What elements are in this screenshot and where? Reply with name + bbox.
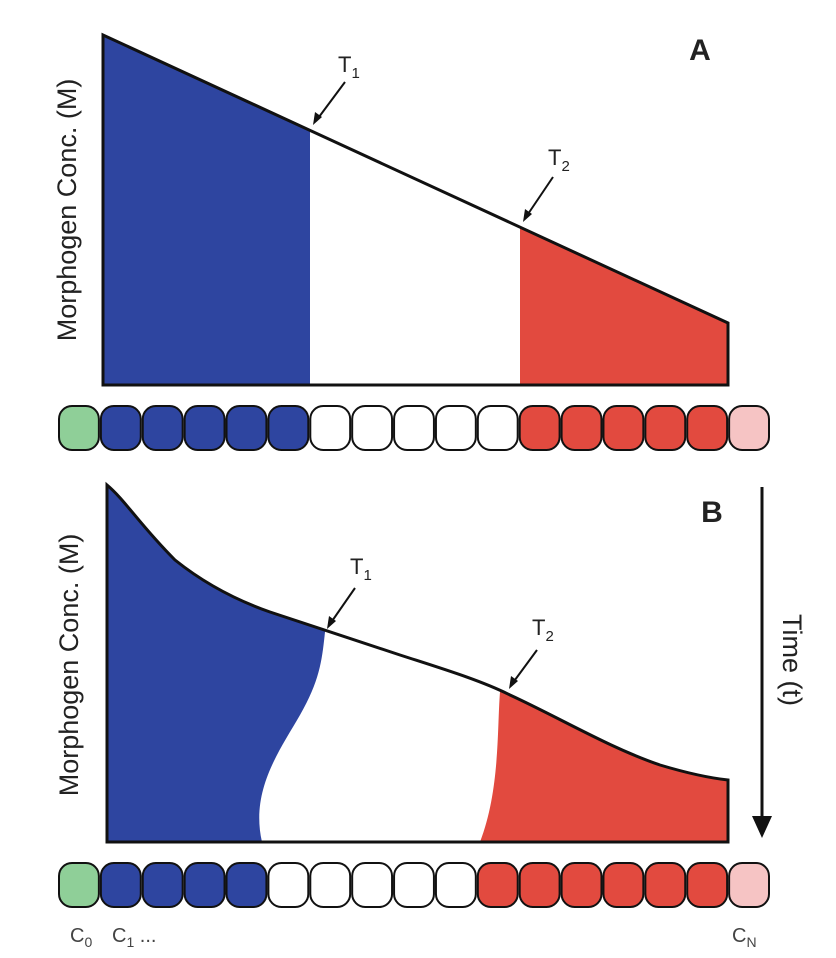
cell [309, 405, 352, 451]
threshold-label: T2 [532, 615, 554, 645]
cell [728, 862, 771, 908]
cell-label: C1 ... [112, 925, 156, 950]
cell [141, 862, 184, 908]
cell [393, 862, 435, 908]
cell [183, 405, 226, 451]
cell-row [58, 405, 771, 451]
cell [309, 862, 352, 908]
cell [518, 405, 561, 451]
cell [644, 862, 687, 908]
arrow [315, 81, 346, 122]
cell [99, 405, 142, 451]
threshold-label: T1 [338, 52, 360, 82]
cell [434, 862, 477, 908]
threshold-label: T1 [350, 554, 372, 584]
arrow [511, 649, 538, 685]
cell [183, 862, 226, 908]
cell [686, 405, 729, 451]
cell [141, 405, 184, 451]
panel-label: A [689, 34, 711, 67]
cell-label: C0 [70, 925, 92, 950]
cell [602, 405, 645, 451]
panel-a: Morphogen Conc. (M) A T1 T2 [52, 32, 730, 387]
cell [728, 405, 771, 451]
cell-row [58, 862, 771, 908]
cell [518, 862, 561, 908]
cell [225, 405, 268, 451]
cell [476, 405, 519, 451]
cell [434, 405, 477, 451]
arrow [329, 587, 356, 625]
cell [644, 405, 687, 451]
cell [58, 405, 100, 451]
arrow [525, 176, 554, 218]
gradient-outline [101, 32, 730, 387]
cell [267, 862, 310, 908]
cell [267, 405, 310, 451]
cell [393, 405, 435, 451]
cell [225, 862, 268, 908]
threshold-label: T2 [548, 145, 570, 175]
blue-region [107, 485, 330, 842]
panel-label: B [701, 496, 723, 529]
cell [99, 862, 142, 908]
cell [58, 862, 100, 908]
cell [560, 862, 603, 908]
cell [351, 862, 394, 908]
y-axis-label: Morphogen Conc. (M) [54, 534, 84, 797]
y-axis-label: Morphogen Conc. (M) [52, 79, 82, 342]
cell [351, 405, 394, 451]
cell [476, 862, 519, 908]
gradient-outline [105, 481, 730, 844]
cell [602, 862, 645, 908]
cell-label: CN [732, 925, 757, 950]
red-region [520, 35, 728, 385]
panel-b: Morphogen Conc. (M) B T1 T2 Time (t) [54, 481, 807, 844]
cell [560, 405, 603, 451]
time-label: Time (t) [777, 614, 807, 706]
cell [686, 862, 729, 908]
